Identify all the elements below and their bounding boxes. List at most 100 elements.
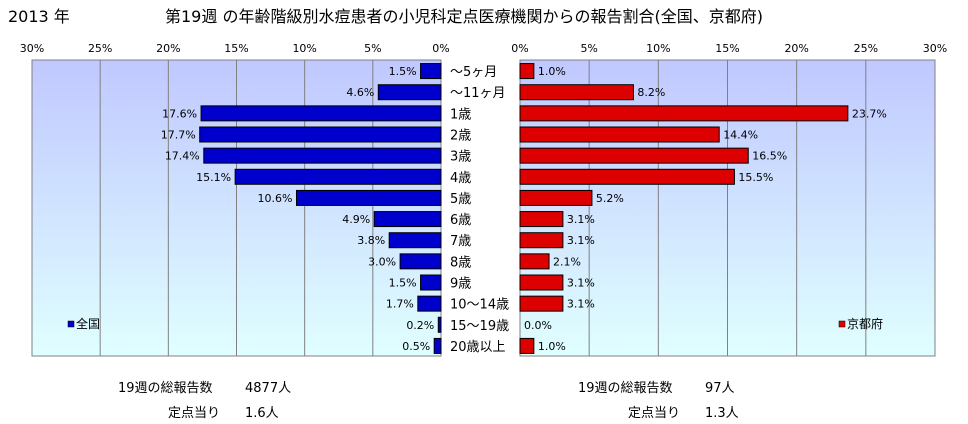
national-bar	[200, 105, 442, 122]
national-bar	[399, 253, 442, 270]
national-tick-label: 0%	[432, 42, 449, 55]
national-data-label: 17.4%	[165, 150, 200, 163]
national-tick-label: 5%	[364, 42, 381, 55]
category-label: 3歳	[450, 150, 471, 165]
kyoto-bar	[519, 295, 564, 312]
kyoto-data-label: 23.7%	[852, 107, 887, 120]
national-data-label: 1.5%	[389, 277, 417, 290]
national-bar	[234, 168, 442, 185]
kyoto-per-site-value: 1.3人	[705, 406, 739, 421]
national-data-label: 15.1%	[196, 171, 231, 184]
kyoto-bar	[519, 105, 849, 122]
national-data-label: 0.5%	[402, 340, 430, 353]
kyoto-bar	[519, 232, 564, 249]
kyoto-legend-label: 京都府	[847, 316, 883, 331]
kyoto-data-label: 3.1%	[567, 213, 595, 226]
year-label: 2013 年	[8, 7, 70, 26]
national-per-site-value: 1.6人	[245, 406, 279, 421]
category-label: ～5ヶ月	[450, 65, 497, 80]
kyoto-tick-label: 25%	[854, 42, 878, 55]
kyoto-data-label: 5.2%	[596, 192, 624, 205]
kyoto-tick-label: 10%	[646, 42, 670, 55]
national-bar	[373, 211, 442, 228]
kyoto-data-label: 15.5%	[738, 171, 773, 184]
national-tick-label: 25%	[88, 42, 112, 55]
national-total-reports-value: 4877人	[245, 381, 292, 396]
national-tick-label: 30%	[20, 42, 44, 55]
national-tick-label: 15%	[224, 42, 248, 55]
national-bar	[437, 316, 442, 333]
national-plot: 30% 25% 20% 15% 10% 5% 0% 1.5% 4.6% 17.6% 17.7% 17.…	[20, 42, 450, 357]
national-bar	[203, 147, 442, 164]
category-label: 15～19歳	[450, 319, 509, 334]
category-label: 20歳以上	[450, 340, 506, 355]
category-label: 10～14歳	[450, 298, 509, 313]
kyoto-data-label: 3.1%	[567, 277, 595, 290]
kyoto-data-label: 14.4%	[723, 129, 758, 142]
kyoto-bar	[519, 274, 564, 291]
kyoto-per-site-label: 定点当り	[628, 406, 681, 421]
national-data-label: 1.7%	[386, 298, 414, 311]
kyoto-legend-swatch	[838, 320, 846, 328]
category-label: 8歳	[450, 255, 471, 270]
kyoto-data-label: 0.0%	[524, 319, 552, 332]
kyoto-data-label: 8.2%	[637, 86, 665, 99]
national-tick-label: 10%	[292, 42, 316, 55]
national-legend-label: 全国	[76, 316, 100, 331]
kyoto-data-label: 1.0%	[538, 65, 566, 78]
category-label: 6歳	[450, 213, 471, 228]
kyoto-tick-label: 20%	[784, 42, 808, 55]
kyoto-bar	[519, 253, 550, 270]
national-total-reports-label: 19週の総報告数	[118, 381, 213, 396]
national-bar	[199, 126, 442, 143]
national-bar	[433, 337, 442, 354]
national-legend-swatch	[67, 320, 75, 328]
kyoto-total-reports-value: 97人	[705, 381, 735, 396]
category-label: ～11ヶ月	[450, 86, 506, 101]
category-labels: ～5ヶ月 ～11ヶ月 1歳 2歳 3歳 4歳 5歳 6歳 7歳 8歳 9歳 10～14歳 15～19歳 2…	[450, 65, 509, 355]
kyoto-bar	[519, 337, 535, 354]
kyoto-bar	[519, 168, 735, 185]
kyoto-tick-label: 15%	[715, 42, 739, 55]
national-bar	[417, 295, 442, 312]
national-data-label: 4.6%	[346, 86, 374, 99]
kyoto-bar	[519, 147, 749, 164]
national-data-label: 17.7%	[161, 129, 196, 142]
kyoto-data-label: 16.5%	[752, 150, 787, 163]
kyoto-tick-label: 0%	[511, 42, 528, 55]
national-per-site-label: 定点当り	[168, 406, 221, 421]
kyoto-bar	[519, 211, 564, 228]
kyoto-bar	[519, 84, 634, 101]
category-label: 5歳	[450, 192, 471, 207]
kyoto-tick-label: 5%	[580, 42, 597, 55]
chart-title: 第19週 の年齢階級別水痘患者の小児科定点医療機関からの報告割合(全国、京都府)	[165, 7, 763, 26]
kyoto-bar	[519, 189, 593, 206]
national-bar	[377, 84, 442, 101]
category-label: 4歳	[450, 171, 471, 186]
national-bar	[420, 63, 442, 80]
category-label: 9歳	[450, 277, 471, 292]
kyoto-data-label: 1.0%	[538, 340, 566, 353]
category-label: 7歳	[450, 234, 471, 249]
kyoto-data-label: 3.1%	[567, 298, 595, 311]
category-label: 1歳	[450, 107, 471, 122]
kyoto-total-reports-label: 19週の総報告数	[578, 381, 673, 396]
category-label: 2歳	[450, 129, 471, 144]
national-data-label: 0.2%	[406, 319, 434, 332]
national-data-label: 3.8%	[357, 234, 385, 247]
national-tick-label: 20%	[156, 42, 180, 55]
national-data-label: 17.6%	[162, 107, 197, 120]
kyoto-plot: 0% 5% 10% 15% 20% 25% 30% 1.0% 8.2% 23.7% 14.4% 16.…	[511, 42, 947, 357]
kyoto-bar	[519, 126, 720, 143]
national-data-label: 3.0%	[368, 255, 396, 268]
national-data-label: 10.6%	[258, 192, 293, 205]
kyoto-bar	[519, 63, 535, 80]
national-data-label: 1.5%	[389, 65, 417, 78]
kyoto-tick-label: 30%	[923, 42, 947, 55]
national-data-label: 4.9%	[342, 213, 370, 226]
national-bar	[295, 189, 442, 206]
kyoto-data-label: 3.1%	[567, 234, 595, 247]
kyoto-data-label: 2.1%	[553, 255, 581, 268]
national-bar	[388, 232, 442, 249]
